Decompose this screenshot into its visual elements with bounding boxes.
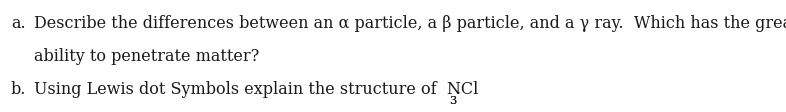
Text: Using Lewis dot Symbols explain the structure of  NCl: Using Lewis dot Symbols explain the stru… xyxy=(34,81,478,98)
Text: Describe the differences between an α particle, a β particle, and a γ ray.  Whic: Describe the differences between an α pa… xyxy=(34,14,786,31)
Text: a.: a. xyxy=(11,14,26,31)
Text: 3: 3 xyxy=(450,95,457,105)
Text: 3: 3 xyxy=(450,95,457,105)
Text: ability to penetrate matter?: ability to penetrate matter? xyxy=(34,48,259,64)
Text: .: . xyxy=(456,81,461,98)
Text: b.: b. xyxy=(11,81,26,98)
